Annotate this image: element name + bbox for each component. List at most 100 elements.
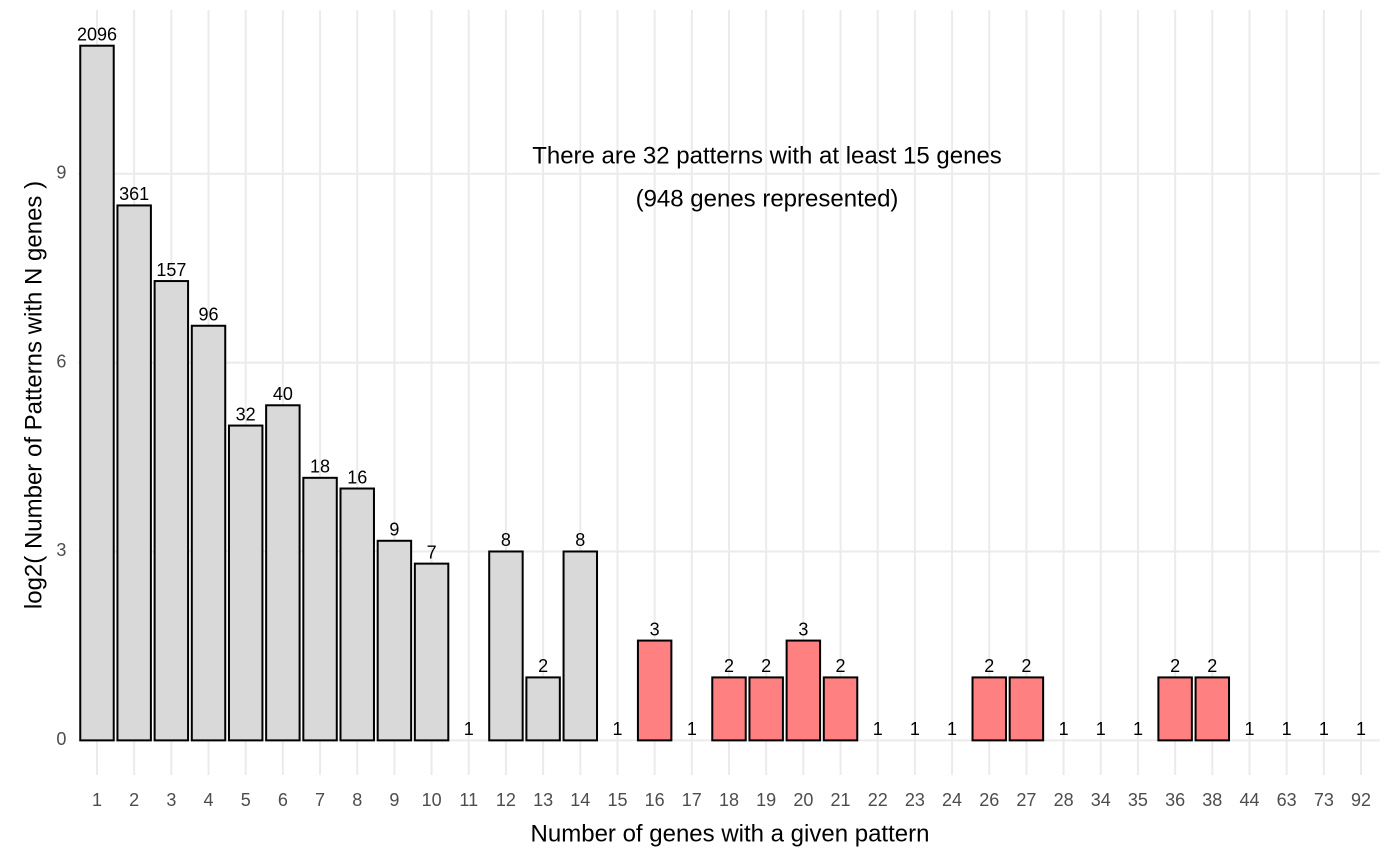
value-label: 16 bbox=[347, 467, 367, 487]
x-tick-label: 11 bbox=[459, 790, 478, 810]
value-label: 1 bbox=[1282, 719, 1292, 739]
x-tick-label: 16 bbox=[645, 790, 665, 810]
y-axis-title: log2( Number of Patterns with N genes ) bbox=[20, 181, 47, 609]
y-tick-label: 3 bbox=[56, 540, 66, 560]
bar bbox=[265, 404, 301, 742]
x-tick-label: 15 bbox=[607, 790, 627, 810]
x-tick-label: 36 bbox=[1165, 790, 1185, 810]
value-label: 3 bbox=[798, 619, 808, 639]
value-label: 1 bbox=[1059, 719, 1069, 739]
value-label: 2 bbox=[836, 656, 846, 676]
x-tick-label: 27 bbox=[1016, 790, 1036, 810]
value-label: 8 bbox=[575, 530, 585, 550]
value-label: 32 bbox=[236, 404, 256, 424]
bar bbox=[636, 639, 673, 742]
value-label: 3 bbox=[650, 619, 660, 639]
bar bbox=[302, 476, 338, 742]
bar bbox=[1008, 676, 1045, 742]
bar bbox=[488, 550, 524, 742]
bar bbox=[1194, 676, 1231, 742]
value-label: 1 bbox=[910, 719, 920, 739]
value-label: 1 bbox=[1133, 719, 1143, 739]
bar bbox=[153, 280, 190, 742]
x-tick-label: 12 bbox=[496, 790, 516, 810]
x-tick-label: 14 bbox=[570, 790, 590, 810]
bar bbox=[785, 639, 822, 742]
value-label: 96 bbox=[199, 305, 219, 325]
value-label: 157 bbox=[156, 260, 186, 280]
x-tick-label: 23 bbox=[905, 790, 925, 810]
value-label: 2 bbox=[538, 656, 548, 676]
value-label: 1 bbox=[1356, 719, 1366, 739]
value-label: 1 bbox=[1096, 719, 1106, 739]
value-label: 9 bbox=[389, 520, 399, 540]
bar bbox=[413, 562, 450, 742]
bar bbox=[227, 424, 264, 742]
y-tick-label: 9 bbox=[56, 162, 66, 182]
bar bbox=[562, 550, 599, 742]
x-tick-label: 92 bbox=[1351, 790, 1371, 810]
x-tick-label: 63 bbox=[1277, 790, 1297, 810]
annotation: (948 genes represented) bbox=[636, 185, 899, 212]
x-tick-label: 21 bbox=[831, 790, 851, 810]
value-label: 1 bbox=[687, 719, 697, 739]
x-tick-label: 13 bbox=[533, 790, 553, 810]
value-label: 2 bbox=[1021, 656, 1031, 676]
x-tick-label: 18 bbox=[719, 790, 739, 810]
value-label: 2 bbox=[761, 656, 771, 676]
x-tick-label: 7 bbox=[315, 790, 325, 810]
value-label: 361 bbox=[119, 184, 149, 204]
annotation: There are 32 patterns with at least 15 g… bbox=[532, 142, 1002, 169]
value-label: 2 bbox=[1207, 656, 1217, 676]
value-label: 8 bbox=[501, 530, 511, 550]
value-label: 1 bbox=[612, 719, 622, 739]
value-label: 1 bbox=[1244, 719, 1254, 739]
value-label: 1 bbox=[464, 719, 474, 739]
bar bbox=[711, 676, 747, 742]
x-tick-label: 9 bbox=[389, 790, 399, 810]
value-label: 2 bbox=[1170, 656, 1180, 676]
x-tick-label: 38 bbox=[1202, 790, 1222, 810]
x-tick-label: 8 bbox=[352, 790, 362, 810]
bar bbox=[525, 676, 561, 742]
x-tick-label: 44 bbox=[1239, 790, 1259, 810]
x-tick-label: 6 bbox=[278, 790, 288, 810]
x-tick-label: 34 bbox=[1091, 790, 1111, 810]
value-label: 2 bbox=[724, 656, 734, 676]
y-tick-label: 6 bbox=[56, 351, 66, 371]
value-label: 7 bbox=[427, 542, 437, 562]
x-tick-label: 19 bbox=[756, 790, 776, 810]
x-tick-label: 10 bbox=[422, 790, 442, 810]
value-label: 1 bbox=[873, 719, 883, 739]
value-label: 40 bbox=[273, 384, 293, 404]
x-tick-label: 2 bbox=[129, 790, 139, 810]
bar bbox=[748, 676, 784, 742]
x-tick-label: 4 bbox=[204, 790, 214, 810]
bar bbox=[1157, 676, 1193, 742]
x-tick-label: 22 bbox=[868, 790, 888, 810]
x-tick-label: 73 bbox=[1314, 790, 1334, 810]
bar bbox=[339, 487, 375, 742]
bar bbox=[376, 539, 413, 742]
bar bbox=[971, 676, 1007, 742]
x-tick-label: 20 bbox=[793, 790, 813, 810]
x-tick-label: 24 bbox=[942, 790, 962, 810]
y-tick-label: 0 bbox=[56, 729, 66, 749]
x-tick-label: 5 bbox=[241, 790, 251, 810]
x-tick-label: 35 bbox=[1128, 790, 1148, 810]
value-label: 2096 bbox=[77, 24, 117, 44]
bar bbox=[79, 44, 115, 742]
x-tick-label: 28 bbox=[1054, 790, 1074, 810]
x-tick-label: 17 bbox=[682, 790, 702, 810]
value-label: 1 bbox=[947, 719, 957, 739]
bar bbox=[822, 676, 859, 742]
bar bbox=[116, 204, 152, 742]
value-label: 1 bbox=[1319, 719, 1329, 739]
x-axis-title: Number of genes with a given pattern bbox=[531, 820, 930, 847]
x-tick-label: 3 bbox=[166, 790, 176, 810]
bar bbox=[190, 324, 227, 742]
value-label: 18 bbox=[310, 457, 330, 477]
value-label: 2 bbox=[984, 656, 994, 676]
